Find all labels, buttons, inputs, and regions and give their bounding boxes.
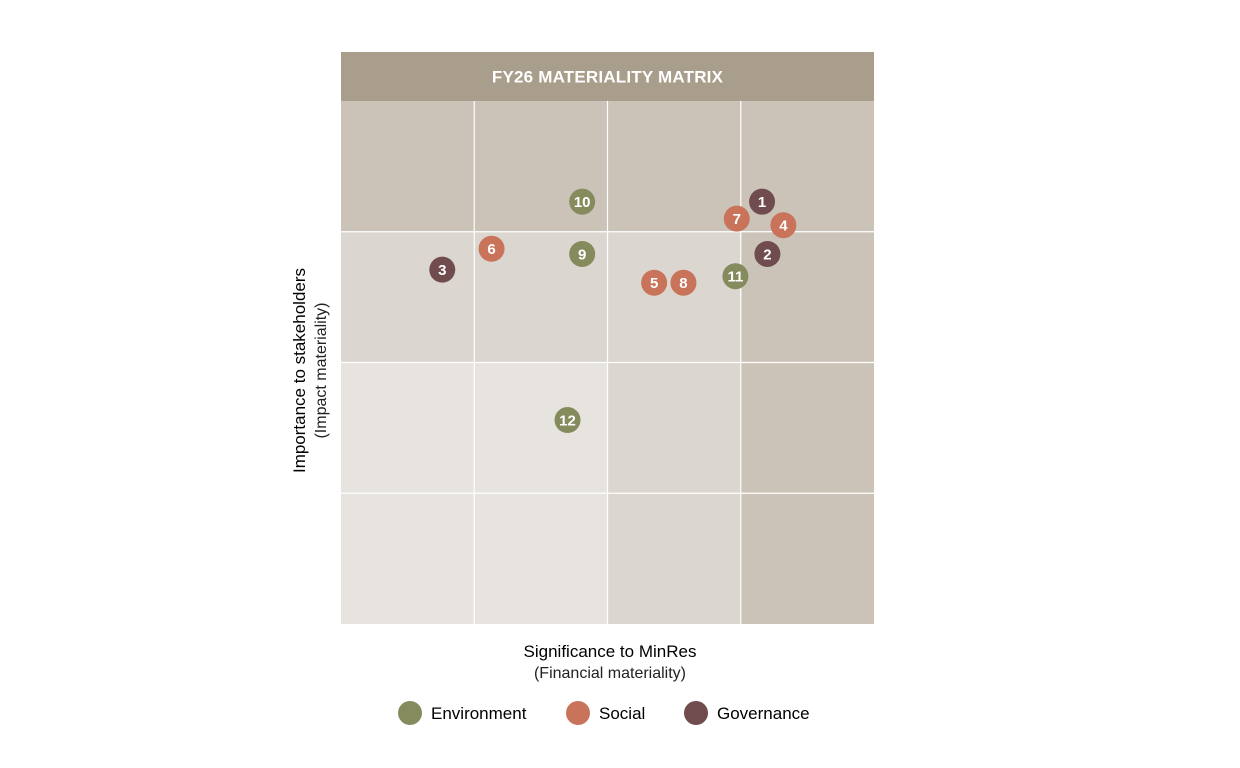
marker-dot (641, 269, 668, 296)
legend-item-social: Social (566, 701, 645, 725)
marker-12: 12 (554, 407, 581, 434)
matrix-cell-1-0 (341, 362, 475, 494)
matrix-cells (341, 101, 874, 624)
marker-label: 7 (733, 211, 741, 228)
legend-swatch (398, 701, 422, 725)
marker-label: 2 (763, 246, 771, 263)
y-axis-title: Importance to stakeholders (290, 268, 309, 473)
matrix-cell-0-0 (341, 493, 475, 624)
marker-label: 5 (650, 275, 658, 292)
marker-dot (770, 212, 797, 239)
marker-label: 11 (727, 269, 743, 286)
matrix-cell-0-2 (607, 493, 741, 624)
marker-label: 6 (487, 241, 495, 258)
marker-label: 9 (578, 246, 586, 263)
marker-dot (429, 256, 456, 283)
marker-dot (670, 269, 697, 296)
marker-label: 8 (679, 275, 687, 292)
marker-dot (749, 188, 776, 215)
marker-dot (722, 263, 749, 290)
legend-item-environment: Environment (398, 701, 527, 725)
matrix-cell-1-2 (607, 362, 741, 494)
marker-label: 3 (438, 262, 446, 279)
marker-7: 7 (723, 205, 750, 232)
marker-3: 3 (429, 256, 456, 283)
y-axis-subtitle: (Impact materiality) (313, 302, 330, 438)
legend: Environment Social Governance (398, 701, 810, 725)
marker-dot (754, 240, 781, 267)
marker-5: 5 (641, 269, 668, 296)
marker-dot (723, 205, 750, 232)
marker-6: 6 (478, 235, 505, 262)
title-bar (341, 52, 874, 101)
x-axis-title: Significance to MinRes (524, 642, 697, 661)
matrix-cell-0-3 (740, 493, 874, 624)
marker-dot (478, 235, 505, 262)
marker-11: 11 (722, 263, 749, 290)
legend-label: Social (599, 704, 645, 723)
legend-swatch (566, 701, 590, 725)
matrix-cell-1-3 (740, 362, 874, 494)
legend-label: Governance (717, 704, 810, 723)
marker-dot (569, 188, 596, 215)
marker-10: 10 (569, 188, 596, 215)
marker-9: 9 (569, 240, 596, 267)
chart-title: FY26 MATERIALITY MATRIX (492, 68, 724, 87)
x-axis-subtitle: (Financial materiality) (534, 665, 686, 682)
marker-1: 1 (749, 188, 776, 215)
matrix-cell-3-0 (341, 101, 475, 232)
legend-swatch (684, 701, 708, 725)
marker-2: 2 (754, 240, 781, 267)
marker-label: 12 (559, 413, 576, 430)
matrix-cell-2-0 (341, 231, 475, 363)
marker-4: 4 (770, 212, 797, 239)
matrix-cell-1-1 (474, 362, 608, 494)
marker-dot (569, 240, 596, 267)
marker-label: 4 (779, 218, 788, 235)
legend-item-governance: Governance (684, 701, 810, 725)
marker-8: 8 (670, 269, 697, 296)
marker-dot (554, 407, 581, 434)
marker-label: 1 (758, 194, 766, 211)
legend-label: Environment (431, 704, 527, 723)
matrix-cell-2-2 (607, 231, 741, 363)
matrix-cell-3-2 (607, 101, 741, 232)
matrix-cell-0-1 (474, 493, 608, 624)
marker-label: 10 (574, 194, 591, 211)
